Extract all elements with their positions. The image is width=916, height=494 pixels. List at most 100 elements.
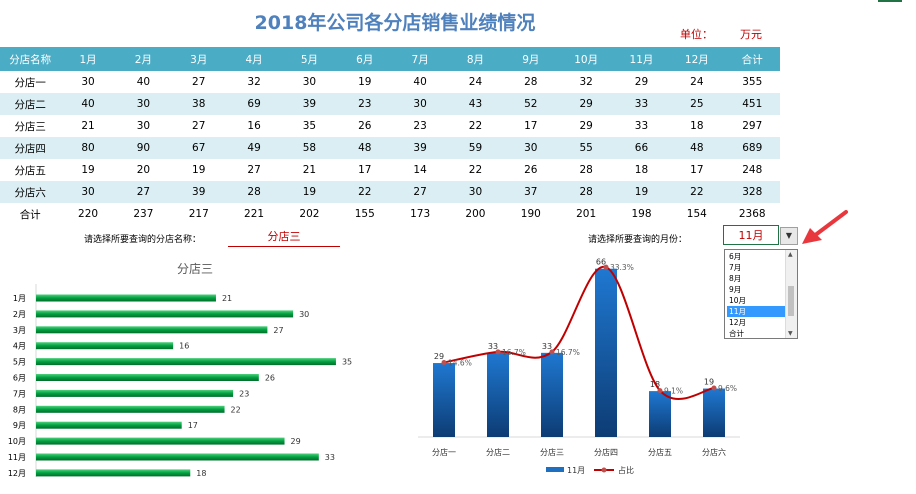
dropdown-arrow-button[interactable]: ▼ <box>780 227 798 245</box>
dropdown-option[interactable]: 8月 <box>729 274 742 283</box>
value-cell[interactable]: 52 <box>503 93 559 115</box>
value-cell[interactable]: 201 <box>576 208 597 220</box>
value-cell[interactable]: 90 <box>115 137 172 159</box>
value-cell[interactable]: 33 <box>634 120 649 132</box>
value-cell[interactable]: 30 <box>392 93 448 115</box>
row-label-cell[interactable]: 分店二 <box>0 93 61 115</box>
value-cell[interactable]: 39 <box>392 137 448 159</box>
value-cell[interactable]: 28 <box>579 164 593 176</box>
value-cell[interactable]: 23 <box>413 120 427 132</box>
value-cell[interactable]: 30 <box>302 76 317 88</box>
value-cell[interactable]: 40 <box>136 76 151 88</box>
value-cell[interactable]: 19 <box>81 164 95 176</box>
value-cell[interactable]: 17 <box>524 120 538 132</box>
value-cell[interactable]: 220 <box>78 208 99 220</box>
value-cell[interactable]: 69 <box>226 93 282 115</box>
row-label-cell[interactable]: 分店六 <box>0 181 61 203</box>
value-cell[interactable]: 28 <box>226 181 282 203</box>
value-cell[interactable]: 200 <box>465 208 486 220</box>
value-cell[interactable]: 40 <box>413 76 427 88</box>
value-cell[interactable]: 202 <box>299 208 320 220</box>
store-select-cell[interactable]: 分店三 <box>267 230 301 243</box>
value-cell[interactable]: 190 <box>520 208 541 220</box>
value-cell[interactable]: 328 <box>724 181 780 203</box>
value-cell[interactable]: 22 <box>468 164 483 176</box>
value-cell[interactable]: 173 <box>410 208 431 220</box>
row-label-cell[interactable]: 分店五 <box>14 164 46 177</box>
value-cell[interactable]: 26 <box>524 164 538 176</box>
value-cell[interactable]: 22 <box>337 181 393 203</box>
dropdown-option[interactable]: 合计 <box>729 329 744 338</box>
value-cell[interactable]: 30 <box>503 137 559 159</box>
value-cell[interactable]: 154 <box>686 208 707 220</box>
value-cell[interactable]: 27 <box>192 120 206 132</box>
value-cell[interactable]: 40 <box>60 93 116 115</box>
value-cell[interactable]: 19 <box>192 164 206 176</box>
value-cell[interactable]: 35 <box>302 120 317 132</box>
value-cell[interactable]: 66 <box>613 137 670 159</box>
value-cell[interactable]: 37 <box>503 181 559 203</box>
value-cell[interactable]: 58 <box>281 137 338 159</box>
value-cell[interactable]: 24 <box>690 76 704 88</box>
value-cell[interactable]: 24 <box>468 76 483 88</box>
value-cell[interactable]: 21 <box>302 164 317 176</box>
value-cell[interactable]: 30 <box>81 76 95 88</box>
value-cell[interactable]: 19 <box>613 181 670 203</box>
value-cell[interactable]: 14 <box>413 164 427 176</box>
value-cell[interactable]: 22 <box>468 120 483 132</box>
scrollbar-thumb[interactable] <box>788 286 794 316</box>
value-cell[interactable]: 27 <box>392 181 448 203</box>
value-cell[interactable]: 32 <box>247 76 261 88</box>
value-cell[interactable]: 20 <box>136 164 151 176</box>
value-cell[interactable]: 80 <box>60 137 116 159</box>
value-cell[interactable]: 29 <box>579 120 593 132</box>
dropdown-option[interactable]: 6月 <box>729 252 742 261</box>
row-label-cell[interactable]: 分店三 <box>14 120 46 133</box>
value-cell[interactable]: 29 <box>634 76 649 88</box>
value-cell[interactable]: 30 <box>115 93 172 115</box>
value-cell[interactable]: 297 <box>742 120 763 132</box>
value-cell[interactable]: 30 <box>447 181 504 203</box>
value-cell[interactable]: 155 <box>354 208 375 220</box>
scroll-up-icon[interactable]: ▲ <box>788 251 793 258</box>
value-cell[interactable]: 21 <box>81 120 95 132</box>
scroll-down-icon[interactable]: ▼ <box>788 330 793 337</box>
value-cell[interactable]: 689 <box>724 137 780 159</box>
value-cell[interactable]: 33 <box>613 93 670 115</box>
value-cell[interactable]: 17 <box>358 164 372 176</box>
value-cell[interactable]: 28 <box>558 181 614 203</box>
value-cell[interactable]: 32 <box>579 76 593 88</box>
value-cell[interactable]: 59 <box>447 137 504 159</box>
value-cell[interactable]: 48 <box>337 137 393 159</box>
value-cell[interactable]: 355 <box>742 76 763 88</box>
value-cell[interactable]: 18 <box>690 120 704 132</box>
value-cell[interactable]: 27 <box>192 76 206 88</box>
dropdown-option[interactable]: 9月 <box>729 285 742 294</box>
value-cell[interactable]: 18 <box>634 164 649 176</box>
value-cell[interactable]: 217 <box>188 208 209 220</box>
value-cell[interactable]: 451 <box>724 93 780 115</box>
value-cell[interactable]: 248 <box>742 164 763 176</box>
value-cell[interactable]: 28 <box>524 76 538 88</box>
value-cell[interactable]: 49 <box>226 137 282 159</box>
value-cell[interactable]: 48 <box>669 137 725 159</box>
value-cell[interactable]: 237 <box>133 208 154 220</box>
row-label-cell[interactable]: 分店四 <box>0 137 61 159</box>
value-cell[interactable]: 26 <box>358 120 372 132</box>
value-cell[interactable]: 221 <box>244 208 265 220</box>
dropdown-option[interactable]: 12月 <box>729 318 747 327</box>
value-cell[interactable]: 23 <box>337 93 393 115</box>
value-cell[interactable]: 39 <box>281 93 338 115</box>
dropdown-option[interactable]: 11月 <box>727 306 787 317</box>
dropdown-option[interactable]: 10月 <box>729 296 747 305</box>
value-cell[interactable]: 16 <box>247 120 261 132</box>
value-cell[interactable]: 55 <box>558 137 614 159</box>
value-cell[interactable]: 17 <box>690 164 704 176</box>
value-cell[interactable]: 43 <box>447 93 504 115</box>
value-cell[interactable]: 30 <box>136 120 151 132</box>
value-cell[interactable]: 27 <box>115 181 172 203</box>
dropdown-scrollbar[interactable]: ▲ ▼ <box>785 250 797 338</box>
value-cell[interactable]: 27 <box>247 164 261 176</box>
value-cell[interactable]: 198 <box>631 208 652 220</box>
value-cell[interactable]: 30 <box>60 181 116 203</box>
